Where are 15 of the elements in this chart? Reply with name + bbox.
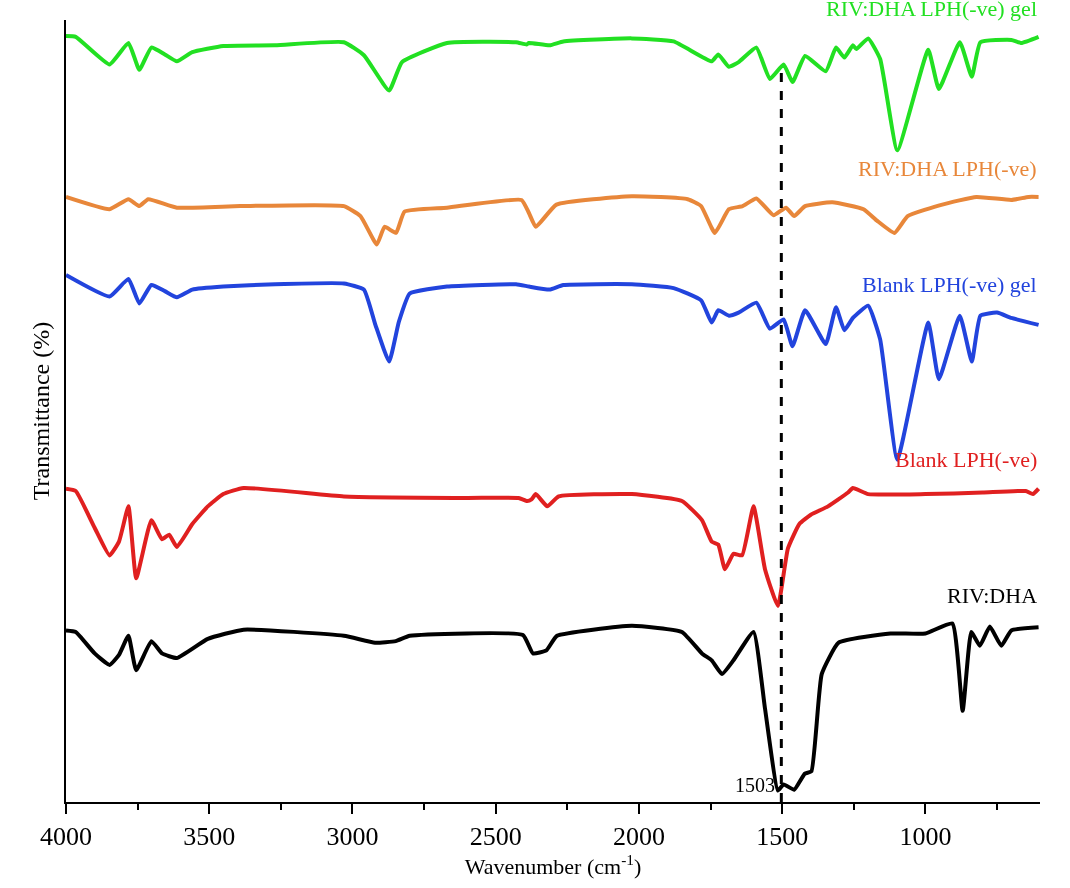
x-tick-label: 2500	[469, 822, 522, 852]
x-tick-label: 1000	[899, 822, 952, 852]
series-label: RIV:DHA LPH(-ve)	[858, 156, 1037, 181]
x-tick-label: 2000	[612, 822, 665, 852]
x-tick-label: 3500	[183, 822, 236, 852]
x-tick-label: 3000	[326, 822, 379, 852]
x-tick-label: 4000	[40, 822, 92, 852]
series-label: Blank LPH(-ve)	[895, 447, 1038, 472]
series-label: RIV:DHA	[947, 583, 1038, 608]
x-axis-title: Wavenumber (cm$^{-1}$)	[464, 851, 642, 880]
x-tick-label: 1500	[756, 822, 809, 852]
ref-line-label: 1503	[735, 774, 775, 796]
y-axis-title: Transmittance (%)	[27, 321, 54, 501]
series-label: RIV:DHA LPH(-ve) gel	[826, 0, 1037, 21]
series-label: Blank LPH(-ve) gel	[862, 272, 1037, 297]
